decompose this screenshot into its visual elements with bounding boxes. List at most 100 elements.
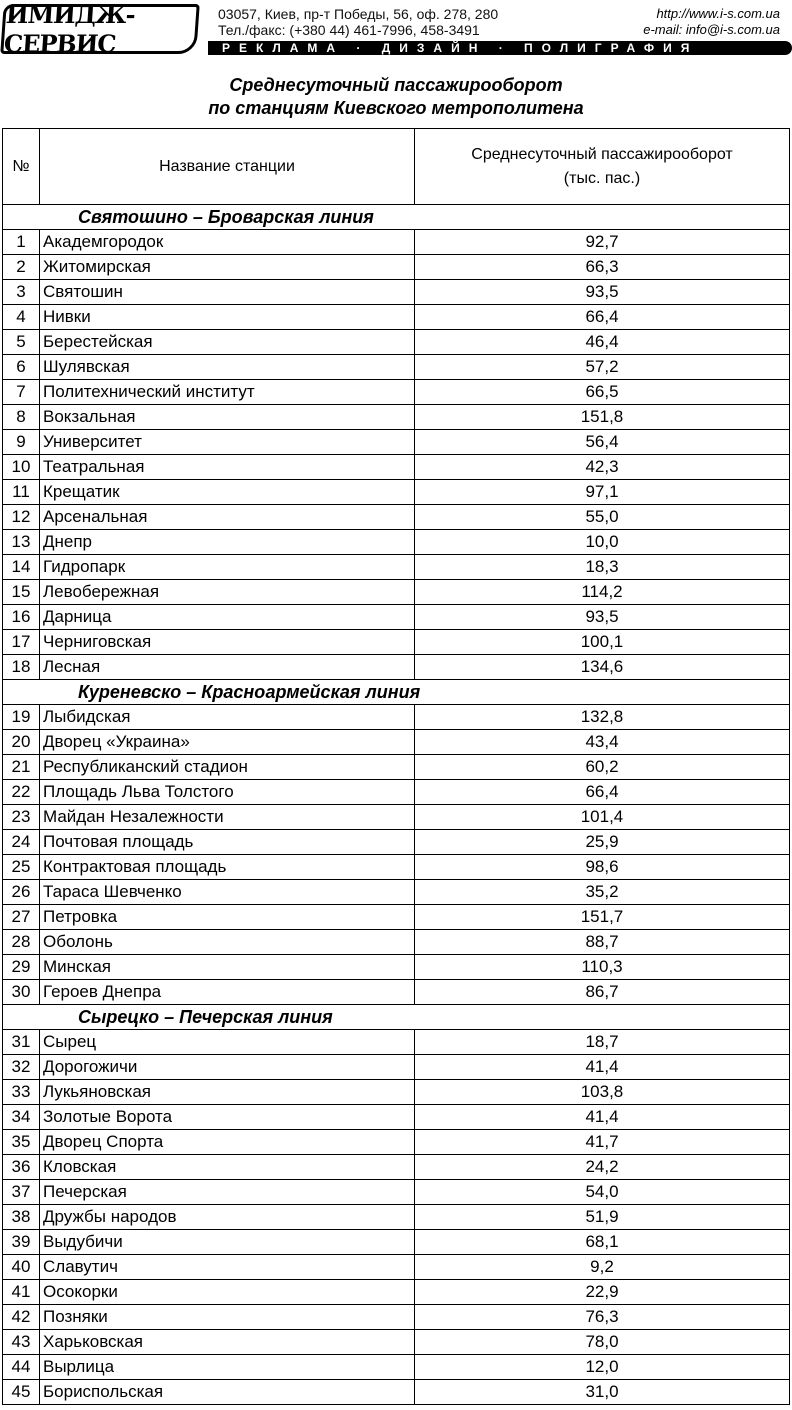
row-number: 38 <box>2 1204 40 1230</box>
address: 03057, Киев, пр-т Победы, 56, оф. 278, 2… <box>218 6 499 22</box>
row-number: 23 <box>2 804 40 830</box>
table-row: 20 Дворец «Украина» 43,4 <box>2 729 790 755</box>
traffic-value: 10,0 <box>414 529 790 555</box>
title-line-1: Среднесуточный пассажирооборот <box>229 75 563 95</box>
station-name: Дорогожичи <box>39 1054 415 1080</box>
station-name: Театральная <box>39 454 415 480</box>
row-number: 7 <box>2 379 40 405</box>
station-name: Печерская <box>39 1179 415 1205</box>
traffic-value: 134,6 <box>414 654 790 680</box>
traffic-value: 151,7 <box>414 904 790 930</box>
table-row: 27 Петровка 151,7 <box>2 904 790 930</box>
line-name: Святошино – Броварская линия <box>2 204 790 230</box>
website-link[interactable]: http://www.i-s.com.ua <box>656 6 780 21</box>
row-number: 18 <box>2 654 40 680</box>
traffic-value: 93,5 <box>414 279 790 305</box>
letterhead: ИМИДЖ-СЕРВИС 03057, Киев, пр-т Победы, 5… <box>0 0 792 58</box>
station-name: Левобережная <box>39 579 415 605</box>
table-row: 16 Дарница 93,5 <box>2 604 790 630</box>
station-name: Политехнический институт <box>39 379 415 405</box>
traffic-value: 18,3 <box>414 554 790 580</box>
passenger-table: № Название станции Среднесуточный пассаж… <box>2 128 790 1405</box>
row-number: 34 <box>2 1104 40 1130</box>
table-row: 9 Университет 56,4 <box>2 429 790 455</box>
row-number: 19 <box>2 704 40 730</box>
station-name: Оболонь <box>39 929 415 955</box>
traffic-value: 114,2 <box>414 579 790 605</box>
traffic-value: 66,4 <box>414 304 790 330</box>
station-name: Лыбидская <box>39 704 415 730</box>
station-name: Шулявская <box>39 354 415 380</box>
document-title: Среднесуточный пассажирооборот по станци… <box>0 74 792 120</box>
traffic-value: 66,5 <box>414 379 790 405</box>
table-row: 24 Почтовая площадь 25,9 <box>2 829 790 855</box>
traffic-value: 56,4 <box>414 429 790 455</box>
station-name: Дружбы народов <box>39 1204 415 1230</box>
email-link[interactable]: e-mail: info@i-s.com.ua <box>643 22 780 37</box>
traffic-value: 66,4 <box>414 779 790 805</box>
station-name: Республиканский стадион <box>39 754 415 780</box>
row-number: 43 <box>2 1329 40 1355</box>
section-header: Святошино – Броварская линия <box>2 204 790 230</box>
traffic-value: 103,8 <box>414 1079 790 1105</box>
traffic-value: 98,6 <box>414 854 790 880</box>
row-number: 5 <box>2 329 40 355</box>
row-number: 10 <box>2 454 40 480</box>
table-row: 4 Нивки 66,4 <box>2 304 790 330</box>
traffic-value: 24,2 <box>414 1154 790 1180</box>
station-name: Кловская <box>39 1154 415 1180</box>
station-name: Майдан Незалежности <box>39 804 415 830</box>
row-number: 25 <box>2 854 40 880</box>
table-row: 35 Дворец Спорта 41,7 <box>2 1129 790 1155</box>
table-row: 37 Печерская 54,0 <box>2 1179 790 1205</box>
row-number: 40 <box>2 1254 40 1280</box>
station-name: Славутич <box>39 1254 415 1280</box>
station-name: Позняки <box>39 1304 415 1330</box>
traffic-value: 41,4 <box>414 1104 790 1130</box>
row-number: 8 <box>2 404 40 430</box>
station-name: Крещатик <box>39 479 415 505</box>
traffic-value: 12,0 <box>414 1354 790 1380</box>
company-contacts: 03057, Киев, пр-т Победы, 56, оф. 278, 2… <box>218 6 498 38</box>
table-row: 22 Площадь Льва Толстого 66,4 <box>2 779 790 805</box>
line-name: Куреневско – Красноармейская линия <box>2 679 790 705</box>
row-number: 27 <box>2 904 40 930</box>
traffic-value: 22,9 <box>414 1279 790 1305</box>
table-row: 1 Академгородок 92,7 <box>2 229 790 255</box>
row-number: 9 <box>2 429 40 455</box>
table-row: 30 Героев Днепра 86,7 <box>2 979 790 1005</box>
table-row: 14 Гидропарк 18,3 <box>2 554 790 580</box>
station-name: Героев Днепра <box>39 979 415 1005</box>
station-name: Почтовая площадь <box>39 829 415 855</box>
table-row: 39 Выдубичи 68,1 <box>2 1229 790 1255</box>
traffic-value: 78,0 <box>414 1329 790 1355</box>
station-name: Лукьяновская <box>39 1079 415 1105</box>
table-row: 33 Лукьяновская 103,8 <box>2 1079 790 1105</box>
station-name: Харьковская <box>39 1329 415 1355</box>
web-contacts: http://www.i-s.com.ua e-mail: info@i-s.c… <box>643 6 780 38</box>
table-row: 5 Берестейская 46,4 <box>2 329 790 355</box>
station-name: Бориспольская <box>39 1379 415 1405</box>
traffic-value: 46,4 <box>414 329 790 355</box>
table-row: 38 Дружбы народов 51,9 <box>2 1204 790 1230</box>
station-name: Сырец <box>39 1029 415 1055</box>
row-number: 29 <box>2 954 40 980</box>
row-number: 36 <box>2 1154 40 1180</box>
traffic-value: 55,0 <box>414 504 790 530</box>
traffic-value: 42,3 <box>414 454 790 480</box>
traffic-value: 92,7 <box>414 229 790 255</box>
row-number: 20 <box>2 729 40 755</box>
station-name: Тараса Шевченко <box>39 879 415 905</box>
traffic-value: 31,0 <box>414 1379 790 1405</box>
table-row: 31 Сырец 18,7 <box>2 1029 790 1055</box>
table-row: 32 Дорогожичи 41,4 <box>2 1054 790 1080</box>
row-number: 24 <box>2 829 40 855</box>
line-name: Сырецко – Печерская линия <box>2 1004 790 1030</box>
table-row: 3 Святошин 93,5 <box>2 279 790 305</box>
row-number: 22 <box>2 779 40 805</box>
station-name: Лесная <box>39 654 415 680</box>
table-row: 40 Славутич 9,2 <box>2 1254 790 1280</box>
row-number: 4 <box>2 304 40 330</box>
row-number: 39 <box>2 1229 40 1255</box>
traffic-value: 100,1 <box>414 629 790 655</box>
